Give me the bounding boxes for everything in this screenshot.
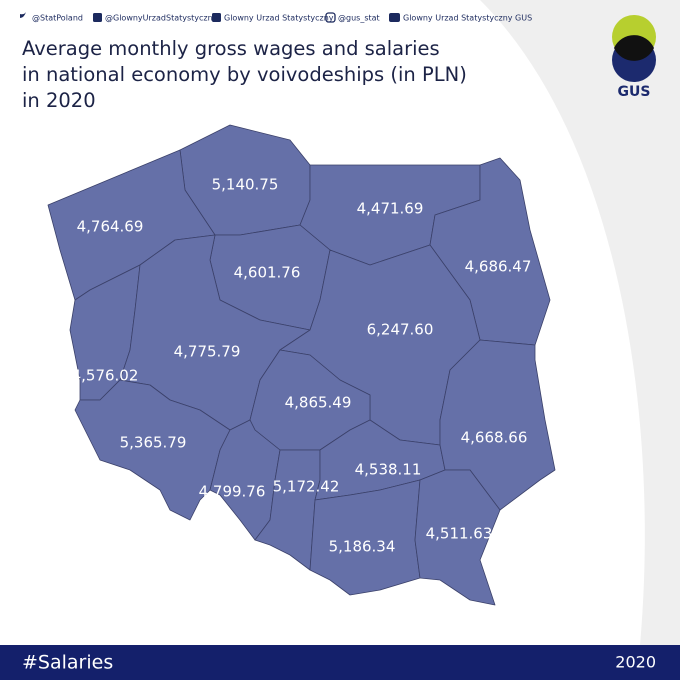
value-label: 4,686.47 <box>465 258 532 276</box>
voivodeship <box>74 379 231 521</box>
value-label: 4,668.66 <box>461 429 528 447</box>
value-label: 5,140.75 <box>212 176 279 194</box>
twitter-icon <box>20 12 26 18</box>
value-label: 4,775.79 <box>174 343 241 361</box>
logo: GUS <box>612 15 656 100</box>
footer-bar <box>0 645 680 680</box>
value-label: 6,247.60 <box>367 321 434 339</box>
map: 5,140.75 4,764.69 4,471.69 4,686.47 4,601.76… <box>47 124 556 606</box>
title-line: in 2020 <box>22 89 96 112</box>
social-icons <box>20 12 400 23</box>
social-handle: Glowny Urzad Statystyczny GUS <box>403 14 532 23</box>
logo-overlap <box>614 35 654 61</box>
value-label: 4,865.49 <box>285 394 352 412</box>
year: 2020 <box>615 653 656 672</box>
social-handle: @gus_stat <box>338 14 380 23</box>
value-label: 4,799.76 <box>199 483 266 501</box>
voivodeship <box>414 469 501 606</box>
background-curve <box>480 0 680 645</box>
linkedin-icon <box>212 13 221 22</box>
value-label: 5,186.34 <box>329 538 396 556</box>
title-line: in national economy by voivodeships (in … <box>22 63 467 86</box>
youtube-icon <box>389 13 400 22</box>
hashtag: #Salaries <box>22 652 113 674</box>
value-label: 4,576.02 <box>72 367 139 385</box>
instagram-icon <box>325 12 336 23</box>
value-label: 4,601.76 <box>234 264 301 282</box>
value-label: 4,538.11 <box>355 461 422 479</box>
facebook-icon <box>93 13 102 22</box>
value-label: 4,471.69 <box>357 200 424 218</box>
value-label: 5,172.42 <box>273 478 340 496</box>
social-handle: @StatPoland <box>32 14 83 23</box>
value-label: 5,365.79 <box>120 434 187 452</box>
social-handle: Glowny Urzad Statystyczny <box>224 14 334 23</box>
logo-text: GUS <box>618 84 651 100</box>
title-line: Average monthly gross wages and salaries <box>22 37 440 60</box>
social-handle: @GlownyUrzadStatystyczny <box>105 14 218 23</box>
value-label: 4,511.63 <box>426 525 493 543</box>
value-label: 4,764.69 <box>77 218 144 236</box>
